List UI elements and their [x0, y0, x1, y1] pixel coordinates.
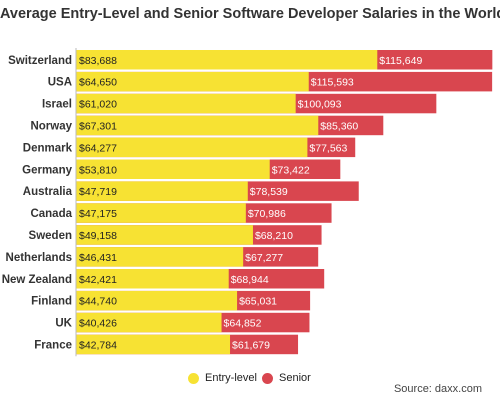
- data-label-senior: $78,539: [250, 186, 288, 198]
- data-label-senior: $77,563: [309, 142, 347, 154]
- data-label-entry-level: $67,301: [79, 120, 117, 132]
- data-label-entry-level: $44,740: [79, 296, 117, 308]
- category-label: Norway: [30, 120, 72, 132]
- data-label-senior: $100,093: [298, 99, 342, 111]
- data-label-senior: $67,277: [245, 252, 283, 264]
- data-label-entry-level: $42,421: [79, 274, 117, 286]
- category-label: Sweden: [29, 230, 72, 242]
- data-label-senior: $70,986: [248, 208, 286, 220]
- data-label-entry-level: $42,784: [79, 339, 117, 351]
- data-label-entry-level: $64,650: [79, 77, 117, 89]
- category-label: Netherlands: [6, 252, 72, 264]
- data-label-senior: $73,422: [272, 164, 310, 176]
- data-label-senior: $68,210: [255, 230, 293, 242]
- legend-label-entry-level: Entry-level: [205, 372, 257, 384]
- data-label-entry-level: $47,175: [79, 208, 117, 220]
- legend-item-entry-level: Entry-level: [188, 372, 257, 384]
- bar-entry-level: [76, 312, 222, 333]
- data-label-entry-level: $61,020: [79, 99, 117, 111]
- data-label-entry-level: $40,426: [79, 318, 117, 330]
- bar-entry-level: [76, 203, 246, 223]
- data-label-entry-level: $49,158: [79, 230, 117, 242]
- data-label-entry-level: $64,277: [79, 142, 117, 154]
- bar-entry-level: [76, 115, 319, 136]
- bar-entry-level: [76, 159, 270, 179]
- category-label: Denmark: [23, 142, 73, 154]
- category-label: Germany: [22, 164, 72, 176]
- category-label: France: [34, 339, 72, 351]
- bar-entry-level: [76, 247, 244, 267]
- source-note: Source: daxx.com: [393, 383, 482, 395]
- category-label: Australia: [23, 186, 73, 198]
- category-label: New Zealand: [2, 274, 72, 286]
- category-label: Israel: [42, 99, 72, 111]
- legend-swatch-senior: [262, 372, 273, 384]
- bar-entry-level: [76, 71, 309, 92]
- category-label: USA: [48, 77, 72, 89]
- bar-entry-level: [76, 93, 296, 114]
- bar-entry-level: [76, 137, 308, 158]
- category-label: Switzerland: [8, 55, 72, 67]
- data-label-entry-level: $83,688: [79, 55, 117, 67]
- category-label: UK: [55, 318, 72, 330]
- data-label-senior: $85,360: [320, 120, 358, 132]
- data-label-senior: $68,944: [231, 274, 269, 286]
- bar-entry-level: [76, 181, 248, 201]
- bar-entry-level: [76, 269, 229, 289]
- chart-title: Average Entry-Level and Senior Software …: [0, 6, 500, 22]
- data-label-entry-level: $46,431: [79, 252, 117, 264]
- category-label: Finland: [31, 296, 72, 308]
- category-label: Canada: [30, 208, 72, 220]
- data-label-senior: $61,679: [232, 339, 270, 351]
- bar-entry-level: [76, 334, 231, 355]
- data-label-entry-level: $53,810: [79, 164, 117, 176]
- data-label-senior: $115,649: [379, 55, 422, 67]
- data-label-senior: $64,852: [224, 318, 262, 330]
- data-label-entry-level: $47,719: [79, 186, 117, 198]
- bar-entry-level: [76, 290, 238, 311]
- legend-label-senior: Senior: [279, 372, 311, 384]
- legend-item-senior: Senior: [262, 372, 311, 384]
- legend: Entry-level Senior: [0, 372, 500, 390]
- bar-entry-level: [76, 50, 378, 70]
- data-label-senior: $65,031: [239, 296, 277, 308]
- bar-entry-level: [76, 225, 253, 245]
- legend-swatch-entry-level: [188, 372, 199, 384]
- data-label-senior: $115,593: [311, 77, 354, 89]
